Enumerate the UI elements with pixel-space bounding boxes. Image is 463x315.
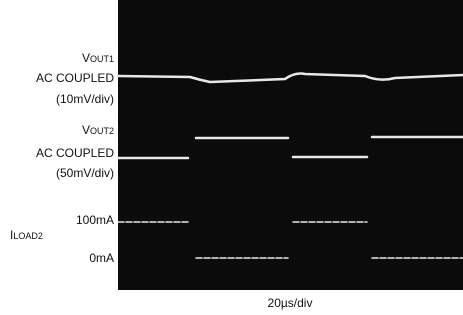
label-main: V — [82, 51, 90, 65]
scope-screen — [118, 0, 463, 290]
channel-label: ILOAD2 — [10, 228, 43, 242]
channel-label: VOUT1 — [82, 51, 114, 65]
coupling-label: AC COUPLED — [36, 71, 114, 85]
coupling-label: AC COUPLED — [36, 146, 114, 160]
level-label: 0mA — [89, 251, 114, 265]
label-sub: OUT1 — [90, 54, 114, 64]
x-axis-label: 20µs/div — [268, 296, 313, 310]
label-sub: OUT2 — [90, 126, 114, 136]
label-main: V — [82, 123, 90, 137]
scale-label: (50mV/div) — [56, 166, 114, 180]
scope-capture: VOUT1 AC COUPLED (10mV/div) VOUT2 AC COU… — [0, 0, 463, 315]
label-sub: LOAD2 — [13, 231, 43, 241]
scale-label: (10mV/div) — [56, 92, 114, 106]
level-label: 100mA — [76, 213, 114, 227]
channel-label: VOUT2 — [82, 123, 114, 137]
